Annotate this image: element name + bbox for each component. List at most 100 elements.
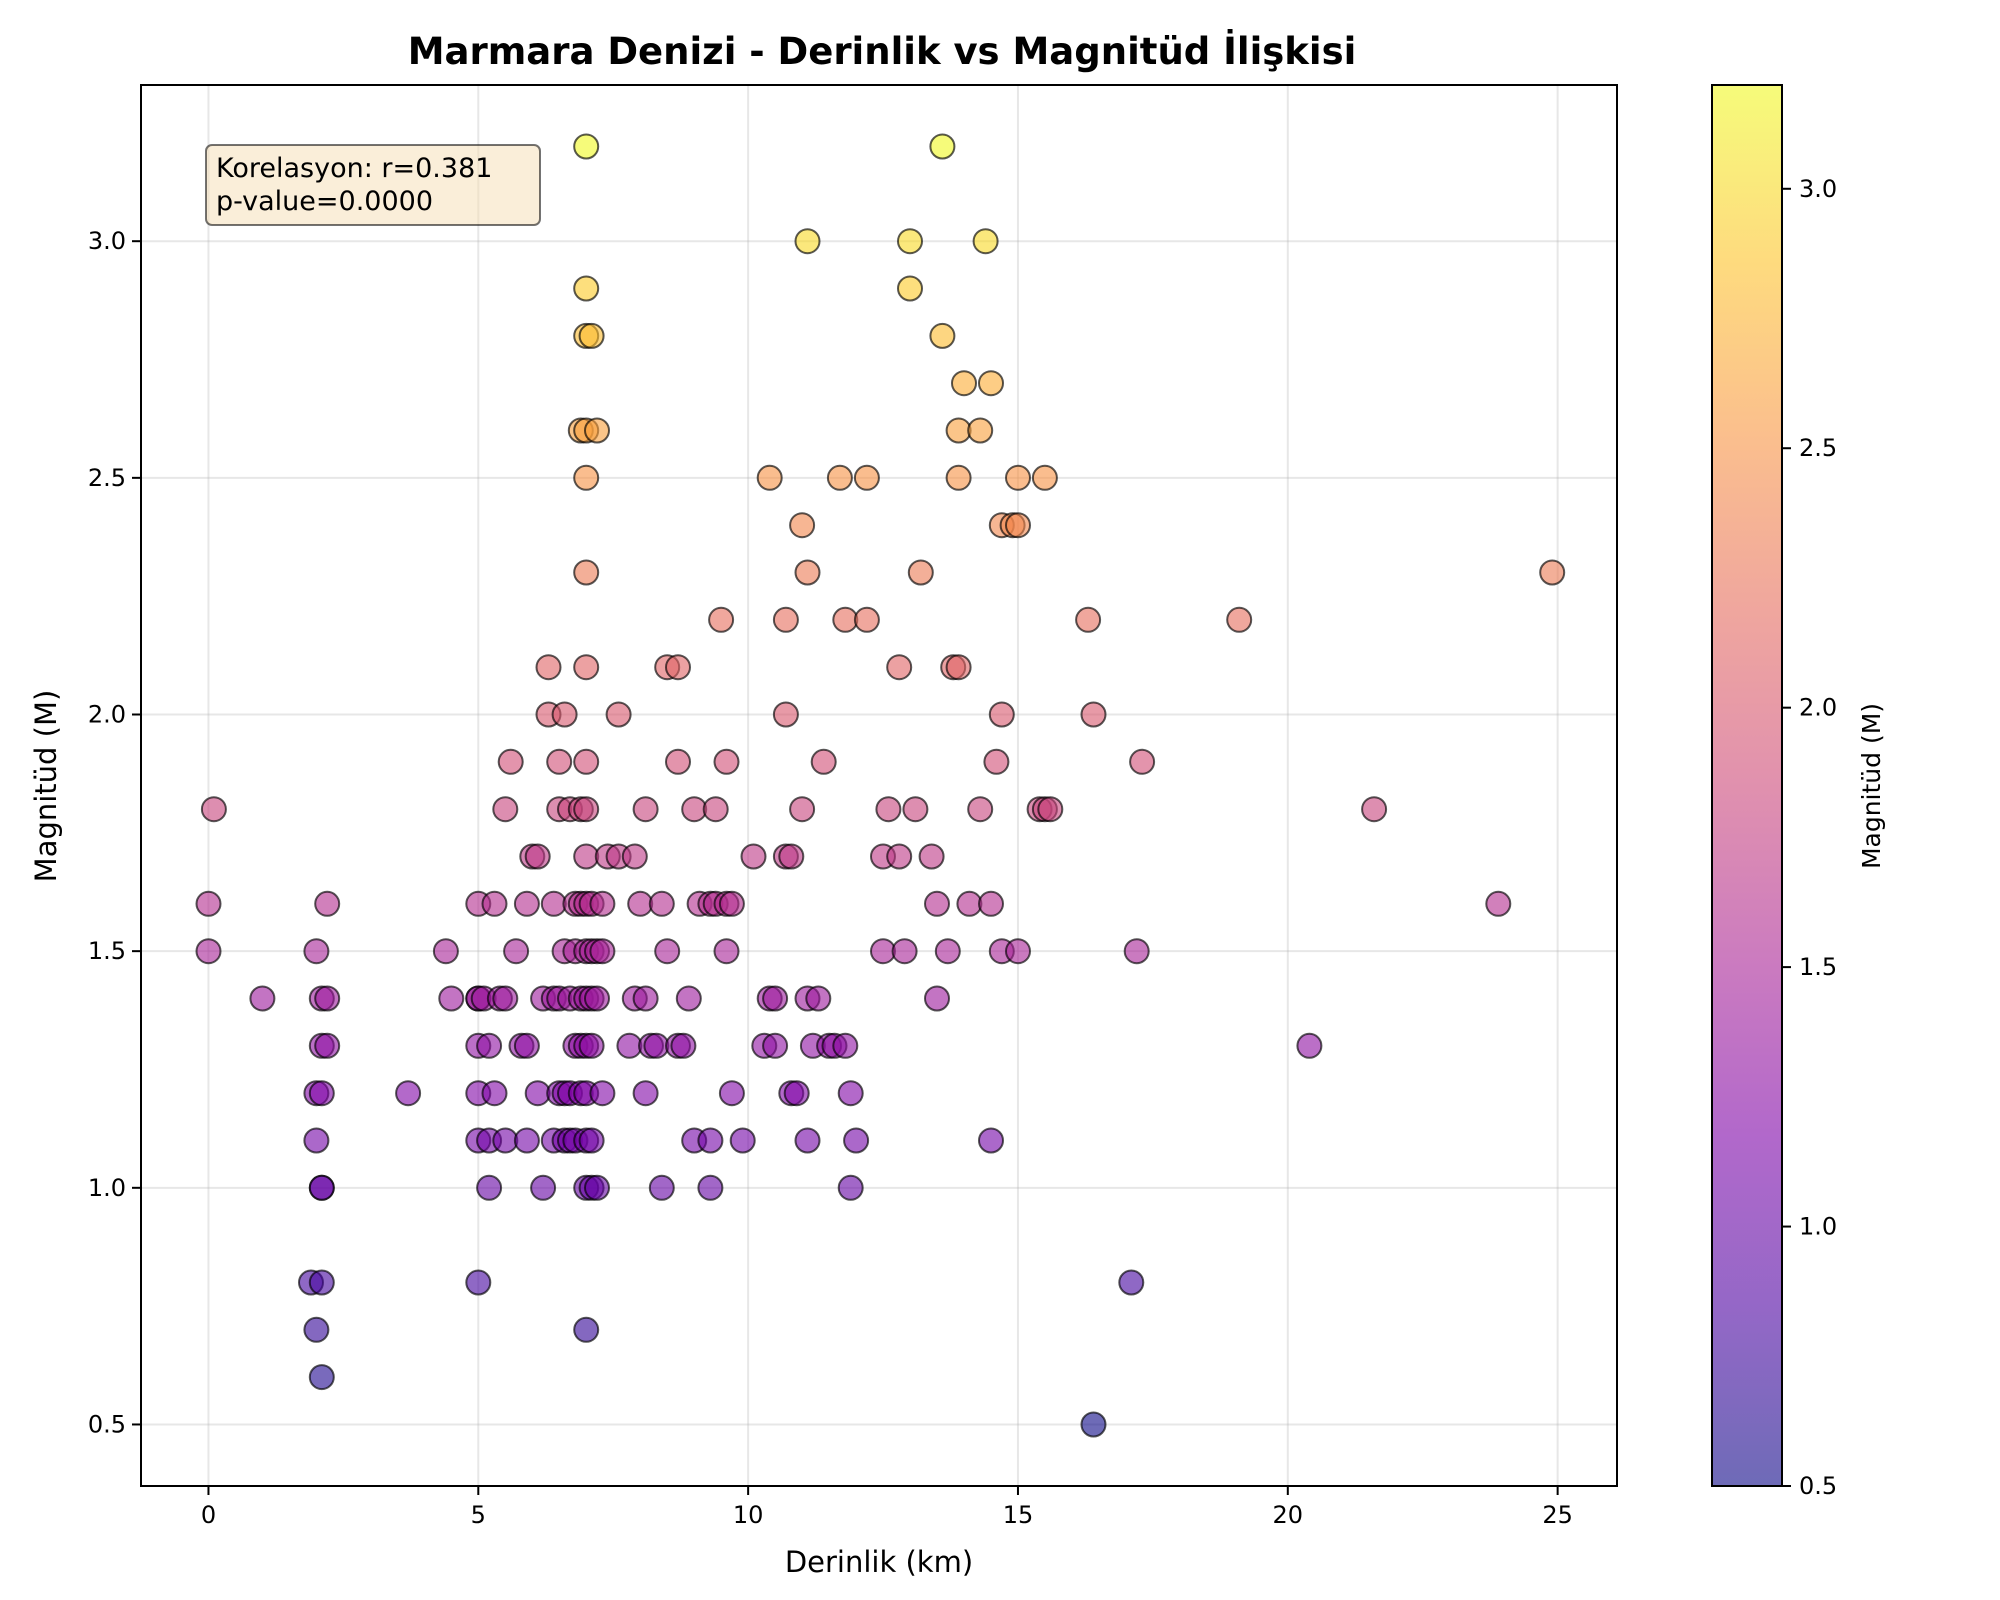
data-point	[395, 1080, 422, 1107]
y-axis-label: Magnitüd (M)	[29, 690, 63, 883]
y-tick-label: 2.5	[88, 464, 126, 492]
data-point	[718, 1080, 745, 1107]
data-point	[675, 985, 702, 1012]
data-point	[314, 1032, 341, 1059]
data-point	[983, 748, 1010, 775]
data-point	[308, 1080, 335, 1107]
data-point	[945, 417, 972, 444]
data-point	[665, 654, 691, 681]
data-point	[314, 985, 341, 1012]
data-point	[1031, 464, 1058, 491]
data-point	[249, 985, 276, 1012]
data-point	[832, 1032, 859, 1059]
x-tick-label: 20	[1273, 1501, 1304, 1529]
colorbar-tick-label: 2.0	[1799, 694, 1837, 722]
p-value-text: p-value=0.0000	[216, 186, 433, 217]
data-point	[967, 417, 994, 444]
data-point	[303, 1316, 330, 1343]
x-tick-label: 25	[1542, 1501, 1573, 1529]
data-point	[756, 464, 783, 491]
data-point	[897, 275, 923, 302]
colorbar-gradient	[1712, 85, 1782, 1486]
data-point	[632, 796, 659, 823]
data-point	[1005, 938, 1031, 965]
x-tick-label: 0	[201, 1501, 216, 1529]
data-point	[794, 228, 821, 255]
data-point	[853, 464, 880, 491]
data-point	[535, 654, 562, 681]
data-point	[573, 748, 600, 775]
data-point	[832, 606, 859, 633]
data-point	[670, 1032, 697, 1059]
colorbar: 0.5 1.0 1.5 2.0 2.5 3.0 Magnitüd (M)	[1711, 84, 1886, 1500]
data-point	[1123, 938, 1150, 965]
data-point	[195, 938, 222, 965]
data-point	[308, 1364, 335, 1391]
data-point	[627, 890, 654, 917]
y-tick-label: 2.0	[88, 701, 126, 729]
data-point	[826, 464, 853, 491]
data-point	[573, 1316, 600, 1343]
data-point	[589, 1080, 616, 1107]
data-point	[1129, 748, 1156, 775]
y-tick-label: 1.5	[88, 937, 126, 965]
data-point	[616, 1032, 643, 1059]
x-tick-label: 15	[1003, 1501, 1034, 1529]
data-point	[578, 322, 605, 349]
colorbar-frame	[1711, 84, 1783, 1487]
data-point	[783, 1080, 810, 1107]
data-point	[1037, 796, 1064, 823]
data-point	[573, 654, 600, 681]
data-point	[918, 843, 945, 870]
data-point	[697, 1174, 724, 1201]
data-point	[1361, 796, 1388, 823]
data-point	[195, 890, 222, 917]
data-point	[465, 1269, 492, 1296]
data-point	[853, 606, 880, 633]
stats-annotation: Korelasyon: r=0.381 p-value=0.0000	[205, 144, 541, 226]
data-point	[524, 1080, 551, 1107]
data-point	[805, 985, 832, 1012]
data-point	[778, 843, 805, 870]
data-point	[886, 654, 913, 681]
stats-box	[205, 144, 541, 226]
data-point	[740, 843, 767, 870]
data-point	[1075, 606, 1102, 633]
data-point	[589, 938, 616, 965]
x-axis-label: Derinlik (km)	[785, 1545, 973, 1579]
data-point	[573, 559, 600, 586]
data-point	[546, 748, 573, 775]
data-point	[584, 1174, 610, 1201]
colorbar-label: Magnitüd (M)	[1857, 703, 1886, 869]
colorbar-tick-label: 2.5	[1799, 434, 1837, 462]
colorbar-ticks: 0.5 1.0 1.5 2.0 2.5 3.0	[1782, 175, 1837, 1500]
data-point	[1005, 512, 1031, 539]
data-point	[578, 1032, 605, 1059]
data-point	[697, 1127, 724, 1154]
data-point	[497, 748, 524, 775]
data-point	[886, 843, 913, 870]
data-point	[713, 938, 740, 965]
y-tick-label: 0.5	[88, 1410, 126, 1438]
colorbar-tick-label: 3.0	[1799, 175, 1837, 203]
data-point	[605, 701, 632, 728]
data-point	[945, 654, 972, 681]
data-point	[530, 1174, 557, 1201]
data-point	[1118, 1269, 1145, 1296]
data-point	[584, 985, 610, 1012]
data-point	[1485, 890, 1512, 917]
data-point	[891, 938, 918, 965]
data-point	[573, 275, 600, 302]
data-point	[654, 938, 681, 965]
data-point	[794, 559, 821, 586]
data-point	[481, 890, 508, 917]
data-point	[789, 796, 816, 823]
plot-frame	[140, 84, 1618, 1487]
data-point	[492, 1127, 519, 1154]
data-point	[902, 796, 929, 823]
data-point	[503, 938, 530, 965]
colorbar-tick-label: 0.5	[1799, 1472, 1837, 1500]
data-point	[540, 890, 567, 917]
data-point	[978, 890, 1004, 917]
